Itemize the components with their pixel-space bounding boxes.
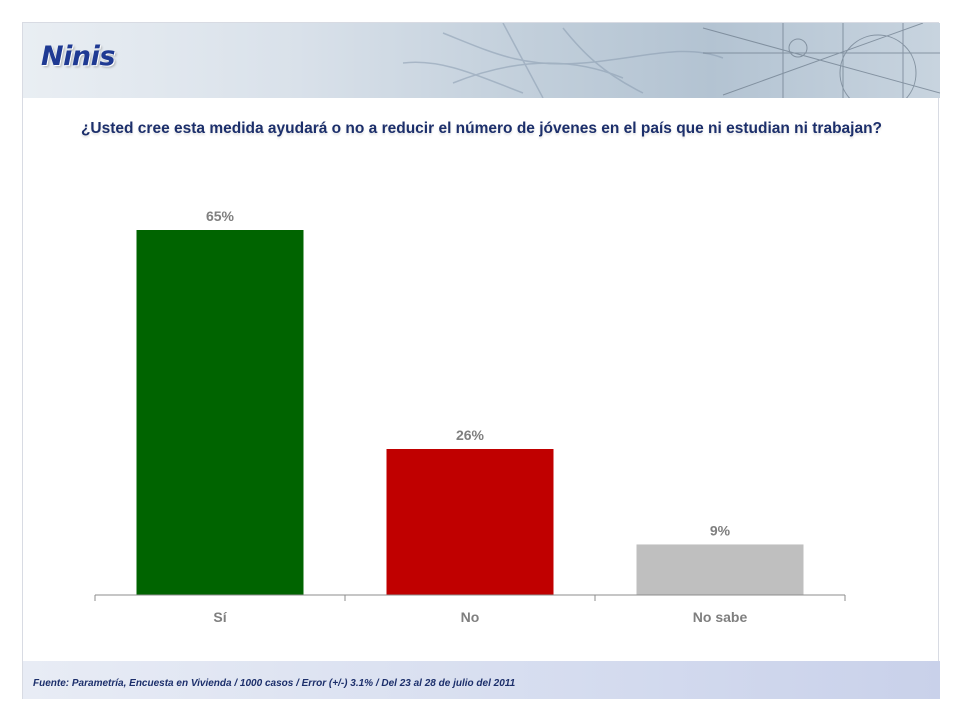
page-title: Ninis [41, 41, 115, 72]
chart-value-labels: 65% 26% 9% [206, 208, 731, 538]
x-axis-ticks [94, 595, 846, 601]
footer-bar: Fuente: Parametría, Encuesta en Vivienda… [23, 661, 940, 699]
x-axis-labels: Sí No No sabe [213, 609, 747, 623]
bar-1 [136, 230, 304, 595]
bar-value-label: 26% [456, 427, 485, 443]
banner-decoration [402, 23, 940, 98]
category-label: No sabe [693, 609, 748, 623]
bar-chart: 65% 26% 9% Sí No No sabe [94, 208, 846, 623]
source-note: Fuente: Parametría, Encuesta en Vivienda… [33, 678, 516, 689]
slide: Ninis ¿Usted cree esta medida ayudará o … [22, 22, 940, 699]
header-banner: Ninis [23, 23, 940, 98]
bar-2 [386, 449, 554, 595]
bar-value-label: 65% [206, 208, 235, 224]
bar-value-label: 9% [710, 522, 731, 538]
category-label: No [461, 609, 480, 623]
category-label: Sí [213, 609, 227, 623]
bar-3 [636, 544, 804, 595]
chart-bars [136, 230, 804, 595]
chart-question: ¿Usted cree esta medida ayudará o no a r… [80, 120, 883, 137]
